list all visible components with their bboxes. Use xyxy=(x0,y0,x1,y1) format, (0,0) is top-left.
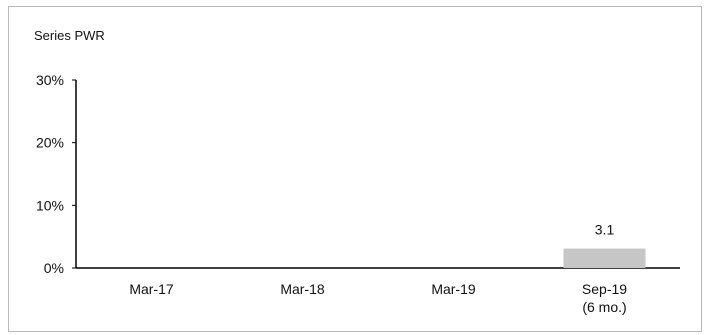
x-axis-categories: Mar-17 Mar-18 Mar-19 Sep-19 (6 mo.) xyxy=(129,281,627,315)
category-label-subline: (6 mo.) xyxy=(582,299,626,315)
chart-title: Series PWR xyxy=(34,28,105,43)
y-tick-label: 20% xyxy=(36,135,64,151)
bars xyxy=(563,248,646,268)
chart-frame xyxy=(8,6,702,332)
category-label: Mar-17 xyxy=(129,281,174,297)
data-label: 3.1 xyxy=(595,222,615,238)
y-tick-label: 30% xyxy=(36,72,64,88)
y-axis-ticks: 0% 10% 20% 30% xyxy=(36,72,76,276)
bar xyxy=(563,248,646,268)
category-label: Sep-19 xyxy=(582,281,627,297)
y-tick-label: 10% xyxy=(36,197,64,213)
data-labels: 3.1 xyxy=(595,222,615,238)
category-label: Mar-18 xyxy=(280,281,325,297)
y-tick-label: 0% xyxy=(44,260,64,276)
category-label: Mar-19 xyxy=(431,281,476,297)
